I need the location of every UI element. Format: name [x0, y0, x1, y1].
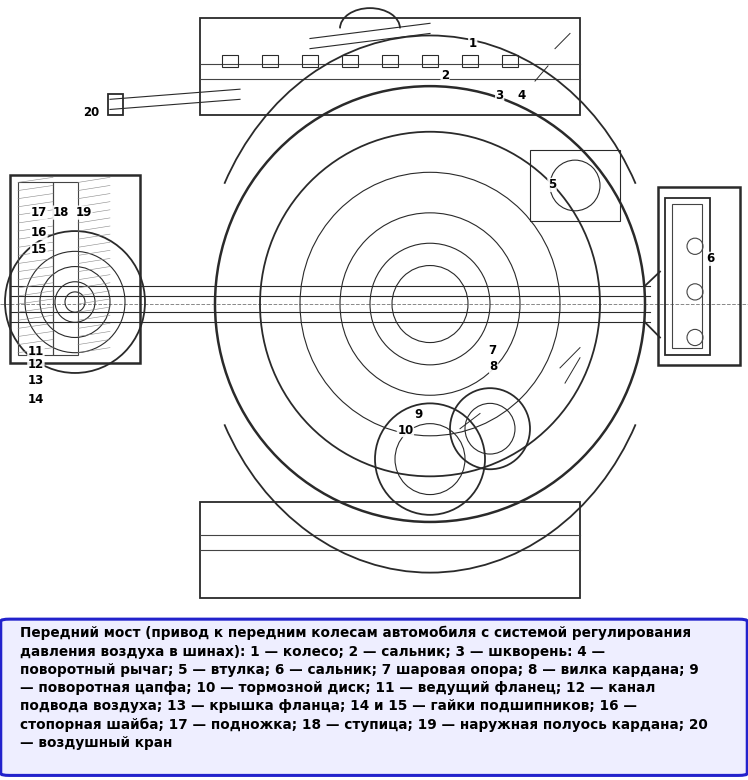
Text: Передний мост (привод к передним колесам автомобиля с системой регулирования
дав: Передний мост (привод к передним колесам… — [20, 626, 708, 750]
Bar — [222, 55, 238, 67]
Bar — [665, 197, 710, 355]
Text: 5: 5 — [548, 179, 557, 191]
Text: 8: 8 — [489, 360, 498, 373]
Text: 6: 6 — [706, 252, 715, 265]
Bar — [10, 176, 140, 363]
Bar — [422, 55, 438, 67]
Text: 4: 4 — [517, 89, 526, 102]
Text: 18: 18 — [53, 206, 70, 219]
Text: 11: 11 — [28, 345, 44, 358]
Text: 16: 16 — [31, 226, 47, 239]
Text: 19: 19 — [76, 206, 92, 219]
Text: 9: 9 — [414, 408, 423, 420]
Bar — [302, 55, 318, 67]
Text: 3: 3 — [496, 89, 503, 102]
Text: 14: 14 — [28, 393, 44, 406]
Bar — [108, 94, 123, 115]
Bar — [530, 150, 620, 221]
Text: 2: 2 — [441, 69, 449, 82]
Bar — [53, 183, 78, 355]
Bar — [658, 187, 740, 365]
Text: 17: 17 — [31, 206, 47, 219]
Bar — [672, 204, 702, 348]
Bar — [262, 55, 278, 67]
FancyBboxPatch shape — [1, 619, 747, 775]
Bar — [342, 55, 358, 67]
Text: 20: 20 — [83, 105, 99, 119]
Bar — [382, 55, 398, 67]
Text: 10: 10 — [397, 424, 414, 437]
Text: 13: 13 — [28, 374, 44, 388]
Text: 12: 12 — [28, 358, 44, 371]
Bar — [200, 502, 580, 598]
Bar — [200, 18, 580, 115]
Bar — [502, 55, 518, 67]
Bar — [462, 55, 478, 67]
Text: 7: 7 — [488, 343, 496, 356]
Text: 15: 15 — [31, 243, 47, 256]
Bar — [18, 183, 53, 355]
Text: 1: 1 — [469, 37, 476, 50]
